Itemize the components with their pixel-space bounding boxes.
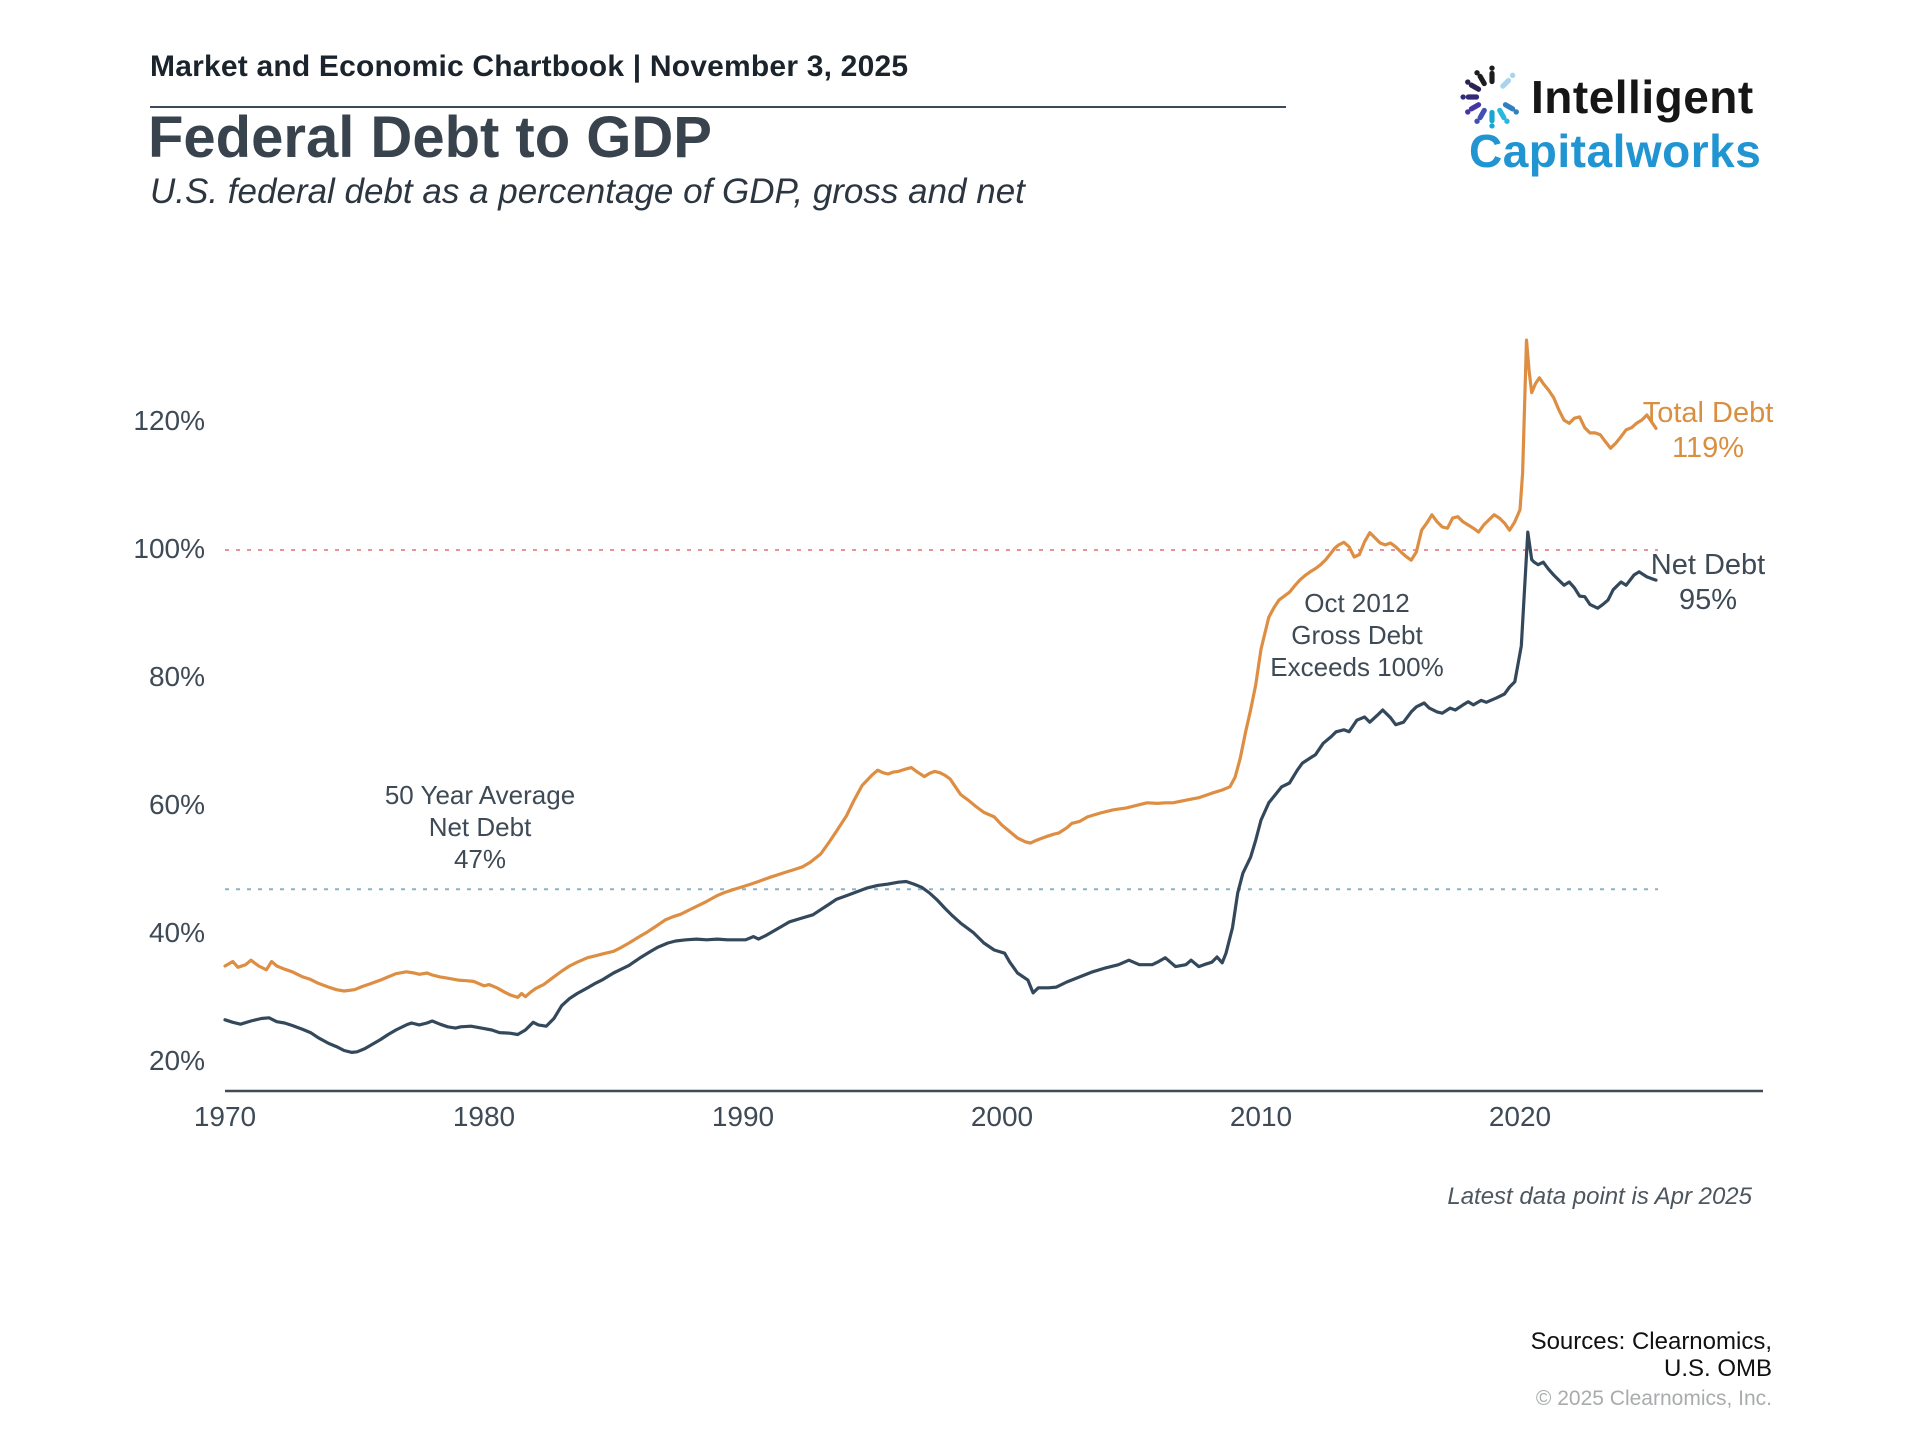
copyright-notice: © 2025 Clearnomics, Inc. — [1535, 1387, 1772, 1410]
intelligent-capitalworks-logo: Intelligent Capitalworks — [1455, 58, 1785, 188]
sources-block: Sources: Clearnomics, U.S. OMB © 2025 Cl… — [1531, 1328, 1772, 1412]
net-debt-line — [223, 530, 1658, 1055]
net-debt-latest-value: 95% — [1678, 584, 1738, 616]
annotation-line: Oct 2012 — [1304, 588, 1410, 618]
oct-2012-annotation: Oct 2012 Gross Debt Exceeds 100% — [1232, 587, 1482, 683]
chartbook-header-label: Market and Economic Chartbook | November… — [150, 50, 909, 83]
logo-wordmark-line1: Intelligent — [1531, 71, 1754, 123]
logo-wordmark-line2: Capitalworks — [1469, 125, 1762, 177]
sources-line2: U.S. OMB — [1663, 1355, 1772, 1382]
x-tick-label: 1990 — [711, 1101, 775, 1132]
annotation-line: Net Debt — [428, 812, 532, 842]
header-divider-rule — [150, 106, 1286, 108]
sources-line1: Sources: Clearnomics, — [1530, 1328, 1772, 1355]
total-debt-latest-value: 119% — [1671, 432, 1745, 464]
x-tick-label: 1970 — [193, 1101, 257, 1132]
annotation-line: 50 Year Average — [384, 780, 576, 810]
x-tick-label: 1980 — [452, 1101, 516, 1132]
total-debt-label: Total Debt — [1642, 397, 1774, 429]
x-tick-label: 2020 — [1488, 1101, 1552, 1132]
x-tick-label: 2000 — [970, 1101, 1034, 1132]
y-tick-label: 120% — [133, 405, 205, 436]
annotation-line: 47% — [453, 844, 507, 874]
y-tick-label: 40% — [148, 917, 205, 948]
net-debt-series-label: Net Debt 95% — [1613, 548, 1803, 618]
y-tick-label: 80% — [148, 661, 205, 692]
total-debt-line — [223, 338, 1658, 1000]
y-tick-label: 60% — [148, 789, 205, 820]
starburst-c-icon — [1460, 65, 1519, 129]
page-subtitle: U.S. federal debt as a percentage of GDP… — [150, 172, 1025, 211]
annotation-line: Exceeds 100% — [1270, 652, 1444, 682]
total-debt-series-label: Total Debt 119% — [1613, 396, 1803, 466]
y-tick-label: 20% — [148, 1045, 205, 1076]
annotation-line: Gross Debt — [1291, 620, 1423, 650]
latest-data-point-footnote: Latest data point is Apr 2025 — [1447, 1183, 1752, 1210]
fifty-year-average-annotation: 50 Year Average Net Debt 47% — [355, 779, 605, 875]
net-debt-label: Net Debt — [1650, 549, 1766, 581]
page-title: Federal Debt to GDP — [148, 105, 712, 170]
y-tick-label: 100% — [133, 533, 205, 564]
x-tick-label: 2010 — [1229, 1101, 1293, 1132]
